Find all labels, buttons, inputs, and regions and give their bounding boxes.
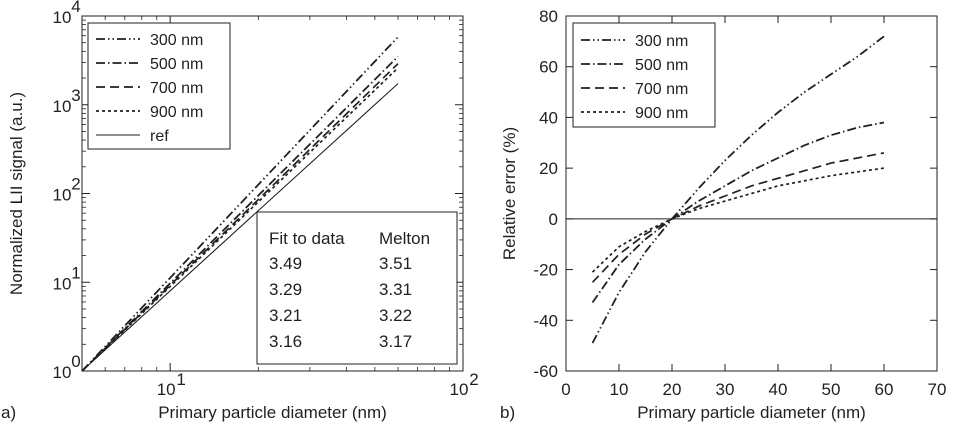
table-cell: 3.16 <box>269 332 302 351</box>
series-line-4 <box>591 167 885 273</box>
y-tick-label: 0 <box>549 210 558 229</box>
series-line-1 <box>81 36 399 372</box>
y-tick-exponent: 0 <box>71 352 80 371</box>
x-tick-label: 70 <box>928 380 947 399</box>
y-tick-label: 10 <box>53 8 72 27</box>
legend-label: 900 nm <box>635 105 688 122</box>
table-header: Fit to data <box>269 229 345 248</box>
table-cell: 3.22 <box>379 306 412 325</box>
legend-label: 500 nm <box>635 57 688 74</box>
table-cell: 3.49 <box>269 254 302 273</box>
series-line-3 <box>591 152 885 283</box>
plot-frame <box>565 15 938 372</box>
legend-label: 700 nm <box>150 80 203 97</box>
y-tick-label: -20 <box>533 261 558 280</box>
x-tick-label: 30 <box>716 380 735 399</box>
legend-box <box>87 22 231 150</box>
x-tick-exponent: 2 <box>469 370 478 389</box>
series-line-5 <box>81 83 399 372</box>
y-tick-label: 10 <box>53 97 72 116</box>
y-tick-label: 10 <box>53 186 72 205</box>
table-cell: 3.29 <box>269 280 302 299</box>
x-tick-label: 60 <box>875 380 894 399</box>
table-cell: 3.51 <box>379 254 412 273</box>
x-tick-label: 0 <box>561 380 570 399</box>
y-tick-exponent: 3 <box>71 86 80 105</box>
legend-label: 300 nm <box>150 32 203 49</box>
y-tick-label: 40 <box>539 108 558 127</box>
fit-table-box <box>256 211 458 365</box>
x-tick-exponent: 1 <box>176 370 185 389</box>
legend-label: 700 nm <box>635 81 688 98</box>
table-cell: 3.21 <box>269 306 302 325</box>
series-line-2 <box>81 55 399 372</box>
y-tick-label: 60 <box>539 58 558 77</box>
series-line-4 <box>81 67 399 372</box>
y-tick-label: 80 <box>539 7 558 26</box>
legend-box <box>572 22 716 128</box>
legend-label: 500 nm <box>150 56 203 73</box>
x-axis-label: Primary particle diameter (nm) <box>637 403 866 422</box>
legend-label: 900 nm <box>150 104 203 121</box>
legend-label: 300 nm <box>635 33 688 50</box>
x-tick-label: 20 <box>663 380 682 399</box>
table-cell: 3.31 <box>379 280 412 299</box>
x-tick-label: 10 <box>450 380 469 399</box>
y-tick-label: 10 <box>53 363 72 382</box>
table-cell: 3.17 <box>379 332 412 351</box>
series-line-1 <box>591 35 885 344</box>
table-header: Melton <box>379 229 430 248</box>
y-tick-label: -60 <box>533 362 558 381</box>
panel-label-b: b) <box>500 403 515 422</box>
y-tick-exponent: 1 <box>71 263 80 282</box>
y-axis-label: Relative error (%) <box>500 127 519 260</box>
legend-label: ref <box>150 128 169 145</box>
x-tick-label: 50 <box>822 380 841 399</box>
y-tick-exponent: 2 <box>71 175 80 194</box>
panel-label-a: a) <box>1 403 16 422</box>
series-line-2 <box>591 121 885 304</box>
y-axis-label: Normalized LII signal (a.u.) <box>7 92 26 295</box>
x-axis-label: Primary particle diameter (nm) <box>158 403 387 422</box>
y-tick-label: -40 <box>533 311 558 330</box>
y-tick-exponent: 4 <box>71 0 80 16</box>
y-tick-label: 20 <box>539 159 558 178</box>
panel-b-chart: 0 10 20 30 40 50 60 70 -60 -40 -20 0 20 40 60 80 300 nm 5… <box>500 7 946 422</box>
x-tick-label: 40 <box>769 380 788 399</box>
x-tick-label: 10 <box>610 380 629 399</box>
y-tick-label: 10 <box>53 274 72 293</box>
x-tick-label: 10 <box>157 380 176 399</box>
